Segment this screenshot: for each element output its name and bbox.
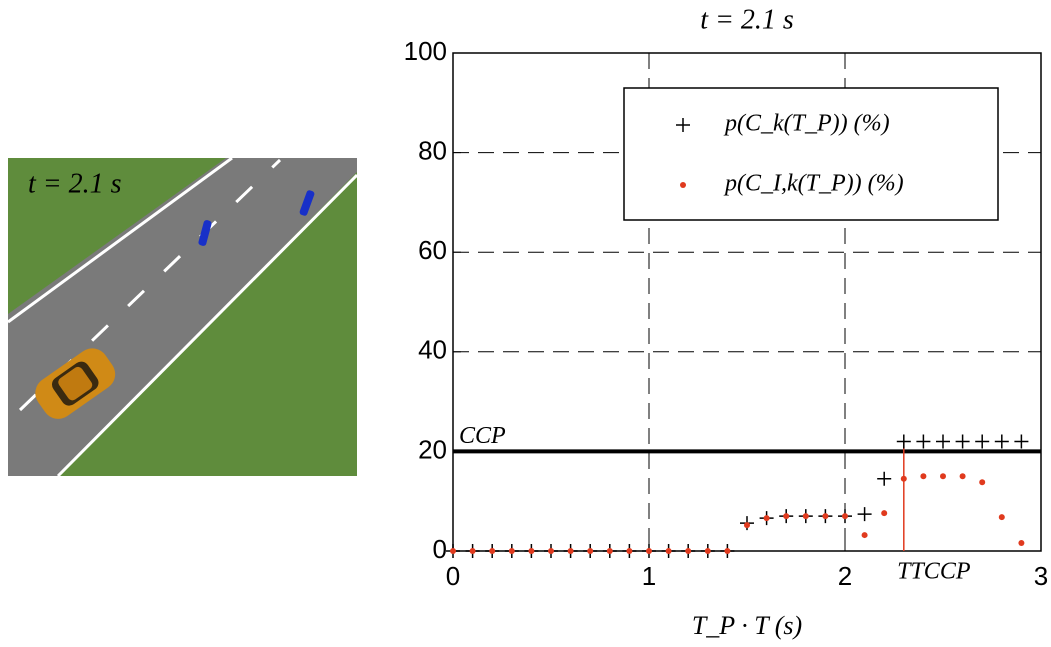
dot-marker (450, 548, 456, 554)
dot-marker (528, 548, 535, 554)
x-tick-label: 1 (642, 561, 656, 591)
scene-image: t = 2.1 s (8, 158, 357, 476)
dot-marker (920, 473, 927, 480)
dot-marker (606, 548, 613, 554)
dot-marker (979, 479, 986, 486)
plus-marker (936, 434, 950, 449)
dot-marker (959, 473, 966, 480)
dot-marker (744, 522, 750, 529)
plot-frame (452, 52, 1042, 552)
x-tick-label: 0 (446, 561, 460, 591)
plus-marker (676, 118, 690, 132)
dot-marker (665, 548, 672, 554)
dot-marker (861, 532, 868, 539)
dot-marker (1018, 540, 1025, 547)
legend-label: p(C_I,k(T_P)) (%) (723, 171, 904, 197)
legend-label: p(C_k(T_P)) (%) (723, 111, 890, 137)
dot-marker (508, 548, 515, 554)
dot-marker (489, 548, 496, 554)
ccp-label: CCP (459, 423, 506, 449)
dot-marker (842, 513, 848, 520)
dot-marker (763, 515, 770, 522)
dot-marker (469, 548, 476, 554)
dot-marker (822, 513, 829, 520)
plus-marker (975, 434, 990, 449)
y-tick-label: 60 (418, 235, 447, 265)
dot-marker (940, 473, 946, 480)
plus-marker (896, 434, 911, 449)
plus-marker (955, 434, 970, 449)
dot-marker (802, 513, 809, 520)
dot-marker (646, 548, 652, 554)
dot-marker (998, 514, 1005, 521)
dot-marker (626, 548, 633, 554)
dot-marker (704, 548, 711, 554)
dot-marker (685, 548, 692, 554)
dot-marker (783, 513, 790, 520)
y-tick-label: 40 (418, 335, 447, 365)
scene-label: t = 2.1 s (28, 168, 122, 199)
plus-marker (994, 434, 1009, 449)
dot-marker (548, 548, 554, 554)
x-tick-label: 3 (1034, 561, 1048, 591)
x-tick-label: 2 (838, 561, 852, 591)
ttccp-label: TTCCP (897, 559, 971, 585)
legend-box (623, 87, 999, 221)
y-tick-label: 0 (433, 534, 447, 564)
y-tick-label: 80 (418, 135, 447, 165)
plus-marker (877, 471, 892, 486)
dot-marker (680, 182, 686, 188)
plus-marker (857, 507, 872, 522)
x-axis-label: T_P · T (s) (692, 611, 802, 640)
plus-marker (1014, 434, 1029, 449)
chart-title: t = 2.1 s (700, 4, 794, 35)
y-tick-label: 100 (404, 36, 447, 66)
plus-marker (916, 434, 931, 449)
dot-marker (881, 510, 888, 517)
y-tick-label: 20 (418, 434, 447, 464)
dot-marker (724, 548, 731, 554)
dot-marker (587, 548, 594, 554)
dot-marker (900, 475, 907, 482)
dot-marker (567, 548, 574, 554)
